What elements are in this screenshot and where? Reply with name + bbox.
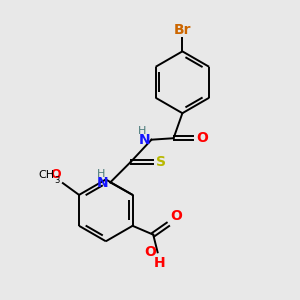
Text: S: S [157, 155, 166, 169]
Text: 3: 3 [55, 176, 60, 184]
Text: N: N [97, 176, 109, 190]
Text: O: O [170, 209, 182, 223]
Text: H: H [138, 126, 146, 136]
Text: H: H [153, 256, 165, 270]
Text: CH: CH [39, 169, 55, 180]
Text: O: O [144, 245, 156, 259]
Text: N: N [138, 133, 150, 147]
Text: H: H [97, 169, 105, 179]
Text: O: O [51, 168, 62, 181]
Text: Br: Br [174, 22, 191, 37]
Text: O: O [196, 131, 208, 145]
